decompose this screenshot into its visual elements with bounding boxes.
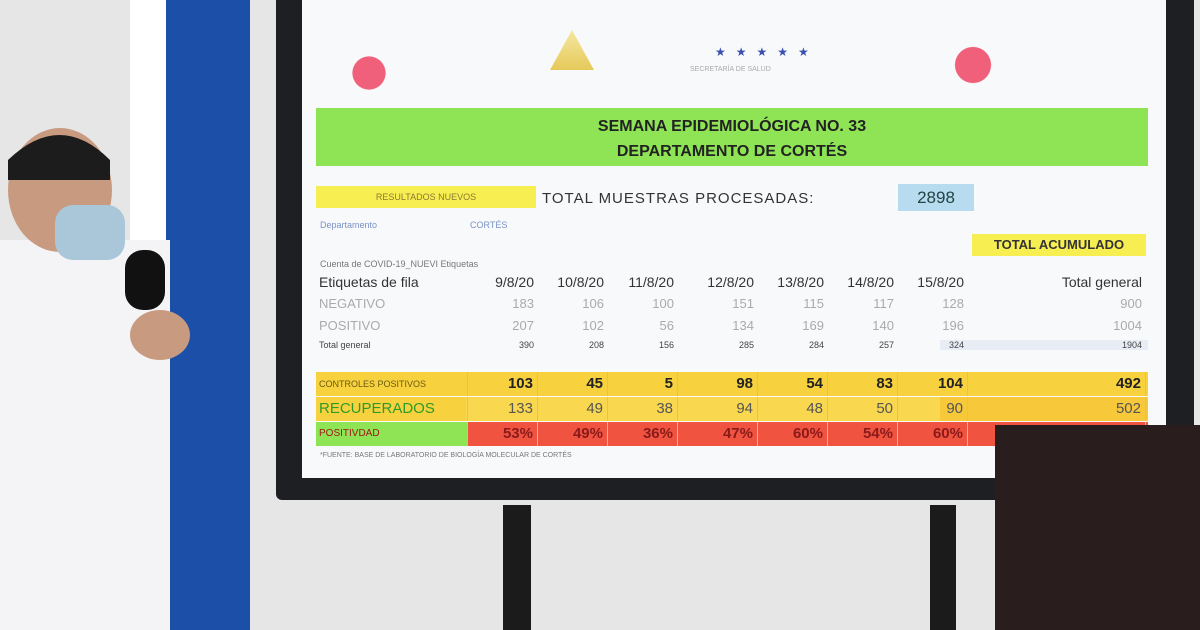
virus-icon (948, 40, 998, 90)
table-row: POSITIVO 207 102 56 134 169 140 196 1004 (316, 318, 1148, 333)
cell: 140 (872, 318, 894, 333)
resultados-label: RESULTADOS NUEVOS (316, 186, 536, 208)
monitor-stand (503, 505, 531, 630)
column-header: 12/8/20 (707, 274, 754, 290)
cell: 36% (608, 422, 678, 446)
cell: 492 (968, 372, 1146, 396)
cell: 117 (873, 296, 894, 311)
cell: 183 (512, 296, 534, 311)
column-header: 14/8/20 (847, 274, 894, 290)
cell: 1004 (1113, 318, 1142, 333)
cell: 47% (678, 422, 758, 446)
cell: 56 (659, 318, 674, 333)
column-header: Etiquetas de fila (319, 274, 419, 290)
cell: 100 (652, 296, 674, 311)
pivot-label: Cuenta de COVID-19_NUEVI Etiquetas (320, 259, 479, 269)
cell: 38 (608, 397, 678, 421)
column-header: 13/8/20 (777, 274, 824, 290)
cell: 106 (582, 296, 604, 311)
podium (995, 425, 1200, 630)
monitor-stand (930, 505, 956, 630)
column-header: 10/8/20 (557, 274, 604, 290)
total-muestras-label: TOTAL MUESTRAS PROCESADAS: (542, 190, 815, 207)
cell: 1904 (1121, 340, 1142, 350)
cell: 49 (538, 397, 608, 421)
cell: 60% (898, 422, 968, 446)
cell: 285 (738, 340, 754, 350)
cell: 104 (898, 372, 968, 396)
cell: 900 (1120, 296, 1142, 311)
row-label: POSITIVO (319, 318, 381, 333)
total-acumulado-label: TOTAL ACUMULADO (972, 234, 1146, 256)
cell: 83 (828, 372, 898, 396)
row-label: POSITIVDAD (316, 422, 468, 446)
cell: 134 (732, 318, 754, 333)
cell: 208 (588, 340, 604, 350)
title-line: SEMANA EPIDEMIOLÓGICA NO. 33 (597, 118, 867, 135)
stars-logo: ★★★★★ (715, 45, 819, 59)
column-header: 15/8/20 (917, 274, 964, 290)
row-label: CONTROLES POSITIVOS (316, 372, 468, 396)
ministry-label: SECRETARÍA DE SALUD (690, 66, 771, 73)
cell: 94 (678, 397, 758, 421)
table-row: Etiquetas de fila 9/8/20 10/8/20 11/8/20 12/… (316, 274, 1148, 290)
filter-value[interactable]: CORTÉS (470, 220, 508, 230)
table-row: NEGATIVO 183 106 100 151 115 117 128 900 (316, 296, 1148, 311)
cell: 60% (758, 422, 828, 446)
cell: 50 (828, 397, 898, 421)
column-header: Total general (1061, 274, 1142, 290)
cell: 151 (732, 296, 754, 311)
filter-label: Departamento (320, 220, 378, 230)
title-line: DEPARTAMENTO DE CORTÉS (616, 143, 848, 160)
cell: 115 (803, 296, 824, 311)
cell: 156 (658, 340, 674, 350)
row-label: NEGATIVO (319, 296, 386, 311)
cell: 48 (758, 397, 828, 421)
cell: 128 (942, 296, 964, 311)
cell: 54% (828, 422, 898, 446)
cell: 54 (758, 372, 828, 396)
presenter (0, 128, 190, 630)
column-header: 9/8/20 (495, 274, 534, 290)
total-muestras-value: 2898 (898, 184, 974, 211)
column-header: 11/8/20 (628, 274, 674, 290)
slide-title: SEMANA EPIDEMIOLÓGICA NO. 33 DEPARTAMENT… (316, 108, 1148, 166)
cell: 98 (678, 372, 758, 396)
source-note: *FUENTE: BASE DE LABORATORIO DE BIOLOGÍA… (320, 452, 572, 459)
cell: 102 (582, 318, 604, 333)
row-label: Total general (319, 340, 371, 350)
cell: 324 (948, 340, 964, 350)
cell: 49% (538, 422, 608, 446)
microphone (125, 250, 165, 310)
cell: 502 (968, 397, 1146, 421)
cell: 45 (538, 372, 608, 396)
cell: 103 (468, 372, 538, 396)
table-row: CONTROLES POSITIVOS 103 45 5 98 54 83 104 492 (316, 372, 1148, 396)
table-row: RECUPERADOS 133 49 38 94 48 50 90 502 (316, 397, 1148, 421)
cell: 169 (802, 318, 824, 333)
row-label: RECUPERADOS (316, 397, 468, 421)
cell: 5 (608, 372, 678, 396)
cell: 390 (518, 340, 534, 350)
table-row: Total general 390 208 156 285 284 257 324 1904 (316, 340, 1148, 350)
cell: 196 (942, 318, 964, 333)
cell: 257 (878, 340, 894, 350)
cell: 284 (808, 340, 824, 350)
virus-icon (346, 50, 392, 96)
cell: 53% (468, 422, 538, 446)
cell: 207 (512, 318, 534, 333)
cell: 133 (468, 397, 538, 421)
cell: 90 (898, 397, 968, 421)
